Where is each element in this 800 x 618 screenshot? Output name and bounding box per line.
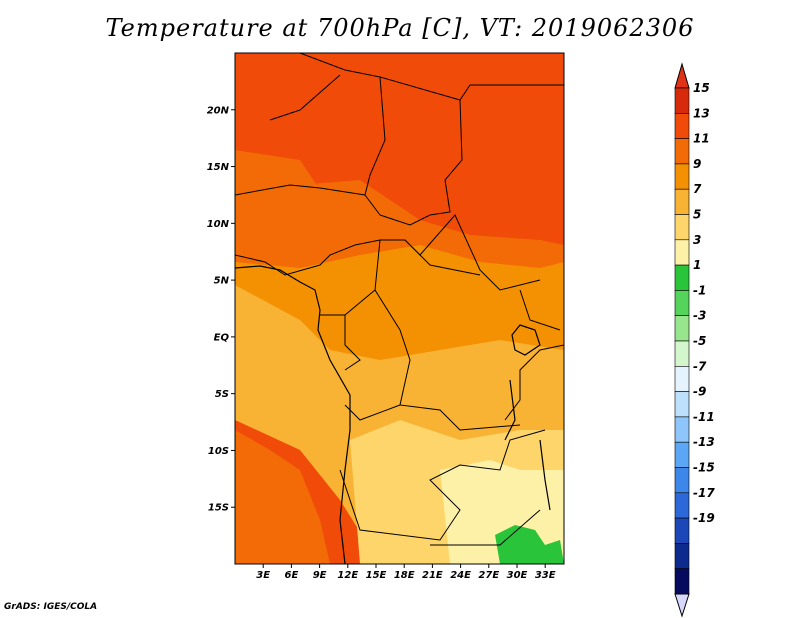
- colorbar-swatch: [674, 441, 690, 468]
- colorbar-label: 5: [693, 208, 701, 222]
- colorbar-swatch: [674, 391, 690, 418]
- colorbar-swatch: [674, 467, 690, 494]
- colorbar-swatch: [674, 568, 690, 595]
- x-axis: 3E 6E 9E 12E 15E 18E 21E 24E 27E 30E 33E: [256, 564, 556, 581]
- y-tick-label: 20N: [207, 105, 230, 116]
- x-tick-label: 33E: [535, 570, 556, 581]
- colorbar-label: 1: [693, 258, 701, 272]
- colorbar-label: -11: [693, 410, 715, 424]
- colorbar-label: -5: [693, 334, 706, 348]
- colorbar-swatch: [674, 214, 690, 241]
- x-tick-label: 18E: [394, 570, 415, 581]
- colorbar-label: -19: [693, 511, 715, 525]
- colorbar-swatch: [674, 163, 690, 190]
- colorbar-swatch: [674, 517, 690, 544]
- colorbar-label: -9: [693, 385, 706, 399]
- credit-label: GrADS: IGES/COLA: [4, 602, 98, 612]
- y-tick-label: EQ: [214, 332, 230, 343]
- field-southwest-warm: [235, 430, 330, 564]
- x-tick-label: 27E: [478, 570, 499, 581]
- colorbar-swatch: [674, 290, 690, 316]
- temperature-field: [235, 53, 564, 564]
- colorbar-label: 7: [693, 182, 702, 196]
- x-tick-label: 15E: [366, 570, 387, 581]
- colorbar-label: -17: [693, 486, 715, 500]
- colorbar-swatch: [674, 340, 690, 367]
- y-tick-label: 10S: [208, 446, 229, 457]
- colorbar-swatch: [674, 239, 690, 266]
- colorbar-label: -13: [693, 435, 715, 449]
- colorbar-swatch: [674, 188, 690, 215]
- x-tick-label: 3E: [256, 570, 270, 581]
- colorbar-label: 13: [693, 106, 710, 120]
- colorbar-label: -3: [693, 309, 706, 323]
- y-tick-label: 10N: [207, 219, 230, 230]
- x-tick-label: 24E: [450, 570, 471, 581]
- colorbar-label: -15: [693, 461, 715, 475]
- colorbar-swatch: [674, 138, 690, 165]
- coastlines: [235, 265, 551, 564]
- colorbar-swatch: [674, 87, 690, 114]
- colorbar-bottom-arrow: [674, 593, 690, 618]
- x-tick-label: 9E: [313, 570, 327, 581]
- colorbar-top-arrow: [674, 62, 690, 89]
- colorbar-label: -7: [693, 359, 707, 373]
- colorbar-label: 3: [693, 233, 701, 247]
- y-axis: 20N 15N 10N 5N EQ 5S 10S 15S: [207, 105, 235, 514]
- x-tick-label: 6E: [285, 570, 299, 581]
- colorbar-swatch: [674, 113, 690, 139]
- colorbar-swatch: [674, 492, 690, 519]
- colorbar-swatch: [674, 315, 690, 342]
- y-tick-label: 5N: [214, 276, 230, 287]
- colorbar-swatch: [674, 365, 690, 392]
- colorbar-swatch: [674, 264, 690, 291]
- y-tick-label: 15N: [207, 162, 230, 173]
- map-frame: [234, 52, 565, 565]
- colorbar-label: 9: [693, 157, 701, 171]
- chart-title: Temperature at 700hPa [C], VT: 201906230…: [105, 14, 695, 42]
- x-tick-label: 12E: [337, 570, 358, 581]
- colorbar-swatch: [674, 543, 690, 570]
- y-tick-label: 15S: [208, 503, 229, 514]
- x-tick-label: 21E: [422, 570, 443, 581]
- colorbar-swatch: [674, 416, 690, 443]
- colorbar-label: -1: [693, 283, 706, 297]
- colorbar-label: 15: [693, 81, 710, 95]
- colorbar: 15 13 11 9 7 5 3 1 -1 -3 -5 -7 -9 -11 -13 -15 -17 -19: [674, 62, 715, 618]
- colorbar-label: 11: [693, 132, 710, 146]
- x-tick-label: 30E: [507, 570, 528, 581]
- y-tick-label: 5S: [215, 389, 229, 400]
